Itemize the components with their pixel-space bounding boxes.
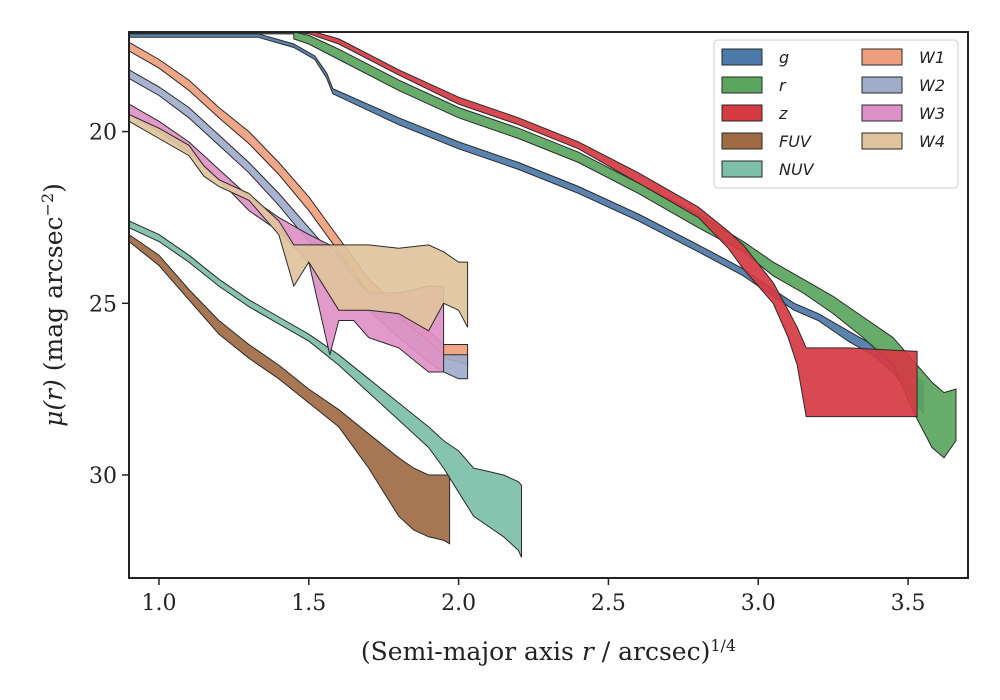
legend-label-w2: W2 (919, 76, 945, 95)
axes-frame (128, 31, 969, 579)
legend-label-g: g (779, 48, 789, 67)
legend-label-nuv: NUV (779, 160, 815, 179)
legend: grz FUV NUV W1 W2 W3 W4 (713, 39, 959, 189)
series-band-w4 (129, 113, 469, 332)
series-band-fuv (129, 233, 451, 545)
legend-swatch-r (721, 76, 763, 94)
x-axis-label: (Semi-major axis r / arcsec)1/4 (361, 636, 736, 667)
y-tick-label: 25 (89, 292, 117, 317)
x-tick-label: 1.5 (291, 591, 326, 616)
series-band-r (293, 32, 957, 459)
x-tick-label: 1.0 (141, 591, 176, 616)
legend-label-r: r (779, 76, 787, 95)
legend-swatch-z (721, 104, 763, 122)
series-group (129, 32, 957, 558)
y-tick-label: 20 (89, 121, 117, 146)
legend-swatch-nuv (721, 160, 763, 178)
legend-swatch-w1 (861, 48, 903, 66)
plot-area (129, 32, 957, 558)
x-axis: 1.0 1.5 2.0 2.5 3.0 3.5 (141, 578, 926, 616)
legend-swatch-fuv (721, 132, 763, 150)
legend-swatch-w3 (861, 104, 903, 122)
x-tick-label: 3.0 (741, 591, 776, 616)
y-tick-label: 30 (89, 464, 117, 489)
legend-swatch-w2 (861, 76, 903, 94)
y-axis-label: μ(r) (mag arcsec−2) (38, 183, 69, 427)
legend-label-z: z (778, 104, 788, 123)
legend-swatch-w4 (861, 132, 903, 150)
series-band-w2 (129, 69, 469, 380)
y-axis: 20 25 30 (89, 121, 129, 489)
x-tick-label: 2.0 (441, 591, 476, 616)
legend-label-fuv: FUV (779, 132, 812, 151)
legend-label-w1: W1 (919, 48, 945, 67)
legend-label-w3: W3 (919, 104, 945, 123)
legend-swatch-g (721, 48, 763, 66)
series-band-nuv (129, 220, 522, 558)
x-tick-label: 2.5 (591, 591, 626, 616)
series-band-z (293, 32, 918, 418)
x-tick-label: 3.5 (891, 591, 926, 616)
legend-label-w4: W4 (919, 132, 945, 151)
